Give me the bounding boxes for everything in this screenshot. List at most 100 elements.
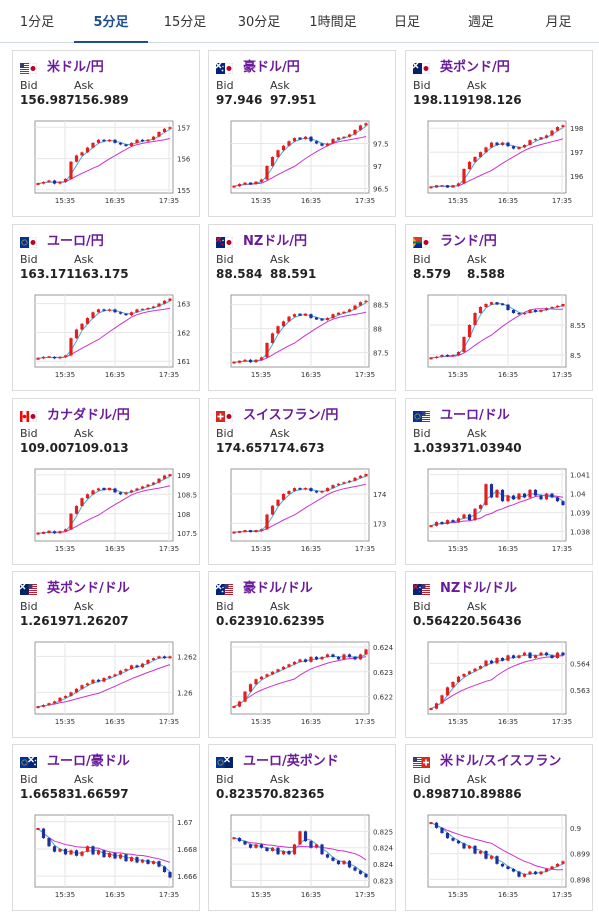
candle: [539, 871, 543, 875]
x-tick-label: 15:35: [448, 545, 468, 553]
candle: [265, 343, 269, 358]
tab-7[interactable]: 月足: [545, 15, 572, 30]
currency-pair-link[interactable]: ランド/円: [440, 234, 497, 249]
candle: [162, 656, 167, 659]
chart-container[interactable]: 0.563 0.564 15:35 16:35 17:35: [410, 636, 591, 736]
y-tick-label: 0.8245: [373, 845, 393, 853]
rate-card[interactable]: NZドル/ドル Bid Ask 0.56422 0.56436 0.563 0.564 15:…: [405, 571, 593, 738]
candle: [303, 488, 308, 490]
currency-pair-link[interactable]: 英ポンド/ドル: [47, 581, 130, 596]
candle: [358, 654, 363, 660]
chart-container[interactable]: 8.5 8.55 15:35 16:35 17:35: [410, 289, 590, 389]
bid-value: 1.03937: [413, 441, 468, 455]
rate-card[interactable]: 豪ドル/ドル Bid Ask 0.62391 0.62395 0.622 0.623 0.62…: [208, 571, 396, 738]
candle: [298, 659, 302, 662]
candle: [107, 676, 112, 678]
candle: [533, 139, 538, 141]
rate-card[interactable]: ユーロ/英ポンドBidAsk0.823570.823650.82350.8240…: [208, 744, 398, 911]
candle: [550, 307, 554, 309]
chart-container[interactable]: 0.8235 0.824 0.8245 0.825 15:35 16:35 17:35: [213, 809, 398, 909]
candle: [429, 708, 433, 710]
chart-container[interactable]: 0.622 0.623 0.624 15:35 16:35 17:35: [213, 636, 394, 736]
chart-container[interactable]: 0.898 0.899 0.9 15:35 16:35 17:35: [410, 809, 590, 909]
rate-card[interactable]: 米ドル/スイスフラン Bid Ask 0.89871 0.89886 0.898 0.899…: [405, 744, 593, 911]
candle: [74, 688, 79, 693]
chart-container[interactable]: 1.26 1.262 15:35 16:35 17:35: [17, 636, 197, 736]
candle: [265, 847, 269, 851]
chart-container[interactable]: 1.666 1.668 1.67 15:35 16:35 17:35: [17, 809, 198, 909]
ask-value: 0.89886: [467, 787, 522, 801]
candle: [342, 860, 346, 865]
chart-container[interactable]: 196 197 198 15:35 16:35 17:35: [410, 115, 590, 215]
rate-card[interactable]: 英ポンド/ドル Bid Ask 1.26197 1.26207 1.26 1.262 15:3…: [12, 571, 200, 738]
tab-2[interactable]: 15分足: [163, 15, 207, 30]
x-tick-label: 15:35: [251, 371, 271, 379]
candle: [135, 139, 139, 143]
candle: [292, 661, 297, 665]
candle: [58, 531, 62, 534]
candle: [353, 867, 357, 871]
price-chart: 161 162 163 15:35 16:35 17:35: [34, 294, 190, 379]
candle: [36, 532, 40, 535]
ask-value: 198.126: [467, 93, 522, 107]
candle: [533, 310, 538, 312]
chart-container[interactable]: 107.5 108 108.5 109 15:35 16:35 17:35: [17, 463, 197, 563]
tab-5[interactable]: 日足: [393, 15, 420, 30]
flag-icon: [215, 233, 234, 249]
candle: [135, 857, 139, 863]
candle: [146, 484, 150, 487]
currency-pair-link[interactable]: 英ポンド/円: [440, 60, 510, 75]
currency-pair-link[interactable]: ユーロ/英ポンド: [243, 754, 339, 769]
currency-pair-link[interactable]: カナダドル/円: [47, 408, 130, 423]
currency-pair-link[interactable]: ユーロ/円: [47, 234, 104, 249]
ask-label: Ask: [74, 773, 94, 786]
currency-pair-link[interactable]: 豪ドル/円: [243, 60, 300, 75]
chart-container[interactable]: 161 162 163 15:35 16:35 17:35: [17, 289, 197, 389]
chart-container[interactable]: 155 156 157 15:35 16:35 17:35: [17, 115, 197, 215]
flag-icon: [215, 59, 234, 75]
rate-card[interactable]: 米ドル/円 Bid Ask 156.987 156.989 155 156 157 15:35 1…: [12, 50, 200, 217]
candle: [129, 142, 134, 147]
tab-1[interactable]: 5分足: [74, 0, 148, 43]
currency-pair-link[interactable]: 豪ドル/ドル: [243, 581, 313, 596]
tab-4[interactable]: 1時間足: [309, 15, 357, 30]
currency-pair-link[interactable]: NZドル/円: [243, 234, 308, 249]
rate-card[interactable]: ランド/円 Bid Ask 8.579 8.588 8.5 8.55 15:35 16:35 17…: [405, 224, 593, 391]
x-tick-label: 16:35: [301, 371, 321, 379]
x-tick-label: 15:35: [448, 891, 468, 899]
rate-card[interactable]: ユーロ/円 Bid Ask 163.171 163.175 161 162 163 15:35 1…: [12, 224, 200, 391]
bid-value: 0.62391: [216, 614, 271, 628]
candle: [135, 309, 139, 313]
currency-pair-link[interactable]: NZドル/ドル: [440, 581, 518, 596]
tab-6[interactable]: 週足: [467, 15, 494, 30]
currency-pair-link[interactable]: ユーロ/豪ドル: [47, 754, 130, 769]
candle: [168, 872, 172, 878]
rate-card[interactable]: ユーロ/ドル Bid Ask 1.03937 1.03940 1.038 1.039 1.04…: [405, 398, 593, 565]
bid-value: 8.579: [413, 267, 451, 281]
candle: [500, 863, 505, 867]
candle: [429, 357, 433, 360]
tab-0[interactable]: 1分足: [19, 15, 55, 30]
chart-container[interactable]: 87.5 88 88.5 15:35 16:35 17:35: [213, 289, 393, 389]
currency-pair-link[interactable]: 米ドル/円: [47, 60, 104, 75]
rate-card[interactable]: スイスフラン/円 Bid Ask 174.657 174.673 173 174 15:35 1…: [208, 398, 396, 565]
currency-pair-link[interactable]: スイスフラン/円: [243, 408, 339, 423]
chart-container[interactable]: 96.5 97 97.5 15:35 16:35 17:35: [213, 115, 393, 215]
chart-container[interactable]: 1.038 1.039 1.04 1.041 15:35 16:35 17:35: [410, 463, 590, 563]
candle: [331, 314, 335, 319]
bid-value: 1.66583: [20, 787, 75, 801]
flag-icon: [215, 753, 234, 769]
tab-3[interactable]: 30分足: [237, 15, 281, 30]
y-tick-label: 8.55: [570, 322, 586, 330]
ask-label: Ask: [270, 253, 290, 266]
currency-pair-link[interactable]: ユーロ/ドル: [440, 408, 510, 423]
rate-card[interactable]: NZドル/円 Bid Ask 88.584 88.591 87.5 88 88.5 15:35 1…: [208, 224, 396, 391]
bid-value: 174.657: [216, 441, 271, 455]
chart-container[interactable]: 173 174 15:35 16:35 17:35: [213, 463, 393, 563]
rate-card[interactable]: カナダドル/円 Bid Ask 109.007 109.013 107.5 108 108.5…: [12, 398, 200, 565]
rate-card[interactable]: 豪ドル/円 Bid Ask 97.946 97.951 96.5 97 97.5 15:35 16…: [208, 50, 396, 217]
rate-card[interactable]: 英ポンド/円 Bid Ask 198.119 198.126 196 197 198 15:35…: [405, 50, 593, 217]
ask-label: Ask: [467, 253, 487, 266]
rate-card[interactable]: ユーロ/豪ドル Bid Ask 1.66583 1.66597 1.666 1.668 1.6…: [12, 744, 200, 911]
currency-pair-link[interactable]: 米ドル/スイスフラン: [440, 754, 562, 769]
